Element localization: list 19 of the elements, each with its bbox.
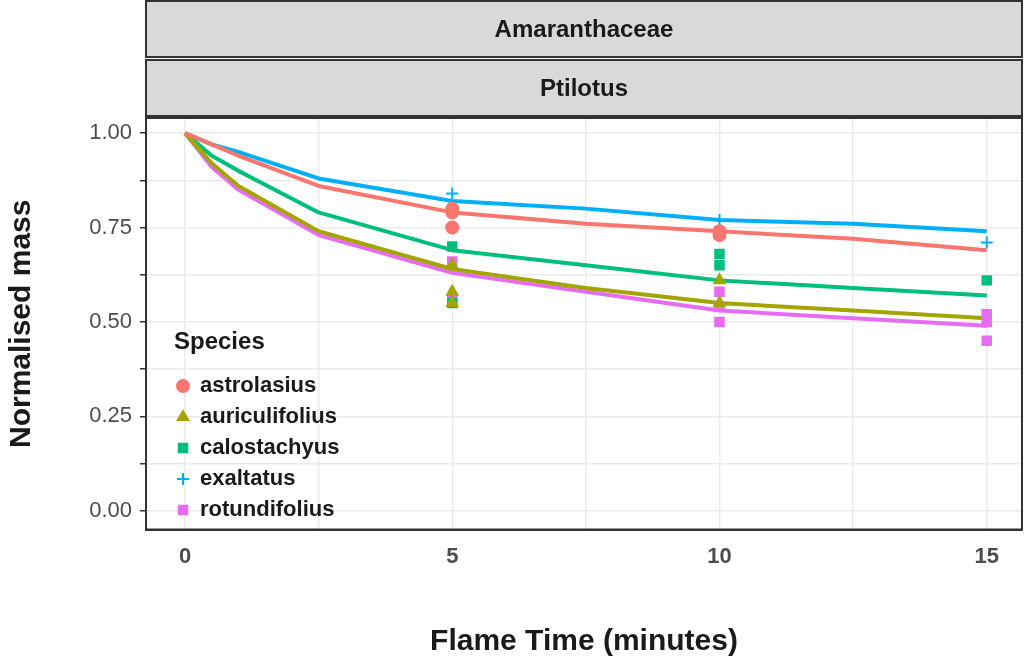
chart-title: Amaranthaceae [145, 0, 1023, 58]
legend-label: astrolasius [200, 372, 317, 398]
y-tick-label: 0.75 [89, 213, 132, 239]
legend-label: rotundifolius [200, 496, 335, 522]
y-tick-label: 0.00 [89, 496, 132, 522]
x-tick-label: 0 [178, 542, 192, 568]
x-tick-label: 5 [446, 542, 459, 568]
legend-title: Species [174, 327, 265, 355]
y-axis-title: Normalised mass [3, 199, 37, 449]
chart-subtitle: Ptilotus [145, 59, 1023, 117]
x-tick-label: 15 [974, 542, 999, 568]
x-tick-label: 10 [707, 542, 732, 568]
y-tick-label: 0.50 [89, 307, 132, 333]
x-axis-title: Flame Time (minutes) [430, 623, 738, 657]
legend-label: exaltatus [200, 465, 296, 491]
legend-label: calostachyus [200, 434, 340, 460]
y-tick-label: 1.00 [89, 119, 132, 145]
legend-label: auriculifolius [200, 403, 337, 429]
y-tick-label: 0.25 [89, 402, 132, 428]
